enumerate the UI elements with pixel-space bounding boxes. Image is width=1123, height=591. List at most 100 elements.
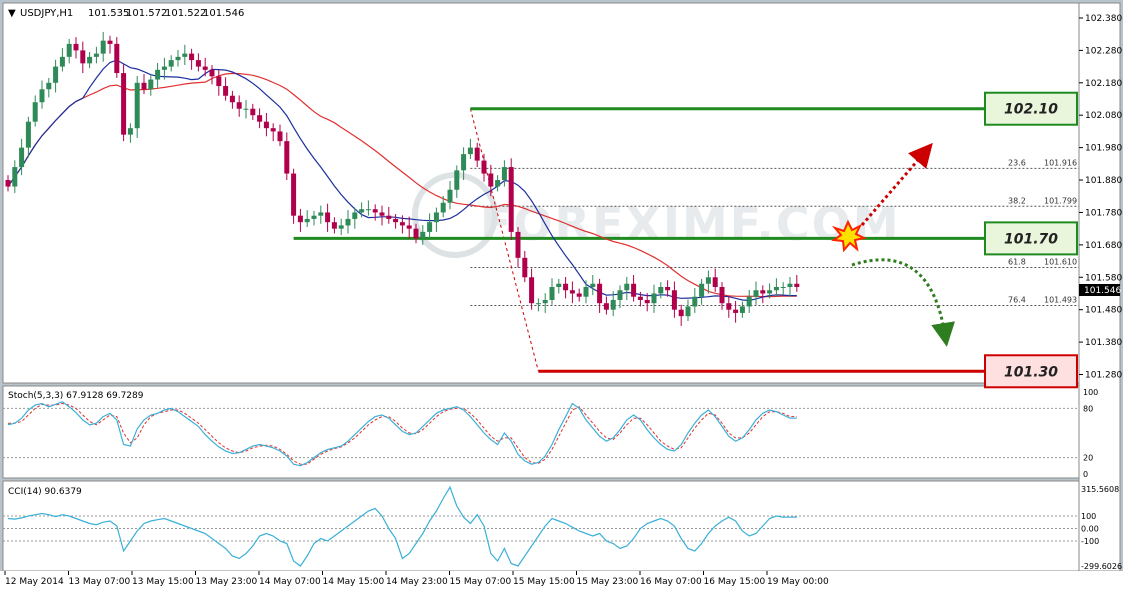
candle-body	[243, 108, 249, 110]
candle-body	[121, 73, 127, 135]
candle-body	[529, 277, 535, 304]
candle-body	[182, 53, 188, 57]
candle-body	[617, 290, 623, 300]
candle-body	[501, 167, 507, 181]
candle-body	[413, 228, 419, 239]
candle-body	[474, 147, 480, 161]
candle-body	[631, 283, 637, 297]
cci-indicator: 315.5608 100 0.00 -100 -299.6026	[3, 485, 1122, 571]
candle-body	[522, 257, 528, 278]
candle-body	[107, 40, 113, 44]
candle-body	[291, 173, 297, 216]
candle-body	[100, 40, 106, 54]
candle-body	[753, 290, 759, 297]
time-tick-label: 19 May 00:00	[767, 577, 829, 587]
stoch-main-line	[7, 401, 797, 467]
candle-body	[488, 173, 494, 187]
chart-menu-icon[interactable]: ▼	[8, 8, 16, 19]
level-box-support	[984, 221, 1078, 256]
candle-body	[250, 108, 256, 116]
candle-body	[236, 102, 242, 109]
candle-body	[372, 209, 378, 213]
candle-body	[59, 56, 65, 67]
candle-body	[46, 82, 52, 90]
fib-ratio-label: 76.4	[1008, 295, 1026, 304]
open-value: 101.535	[88, 8, 129, 19]
symbol-label: USDJPY,H1	[20, 8, 73, 19]
candle-body	[93, 53, 99, 57]
candle-body	[80, 50, 86, 64]
candle-body	[481, 160, 487, 174]
stoch-tick-label: 0	[1083, 470, 1088, 479]
candle-body	[352, 212, 358, 219]
cci-line	[7, 485, 797, 567]
breakout-burst-icon	[831, 219, 867, 253]
level-box-resistance	[984, 91, 1078, 126]
candle-body	[297, 215, 303, 223]
candle-body	[597, 283, 603, 304]
candle-body	[257, 115, 263, 122]
price-tick-label: 102.280	[1085, 46, 1122, 56]
candle-body	[535, 303, 541, 305]
candle-body	[569, 290, 575, 294]
candle-body	[767, 290, 773, 294]
cci-tick-label: -100	[1081, 537, 1099, 546]
time-tick-label: 14 May 15:00	[323, 577, 385, 587]
candle-body	[127, 128, 133, 135]
fib-ratio-label: 23.6	[1008, 158, 1026, 167]
candle-body	[379, 212, 385, 216]
bullish-breakout-arrow	[860, 142, 933, 226]
candle-body	[202, 66, 208, 70]
cci-tick-label: -299.6026	[1081, 562, 1122, 571]
candle-body	[590, 283, 596, 287]
time-tick-label: 13 May 07:00	[69, 577, 131, 587]
candle-body	[359, 209, 365, 213]
candle-body	[563, 283, 569, 291]
candle-body	[25, 121, 31, 148]
time-tick-label: 14 May 23:00	[386, 577, 448, 587]
candle-body	[223, 86, 229, 96]
candle-body	[556, 283, 562, 287]
time-tick-label: 13 May 15:00	[132, 577, 194, 587]
time-tick-label: 13 May 23:00	[196, 577, 258, 587]
candle-body	[53, 66, 59, 83]
level-label-support: 101.70	[1004, 231, 1058, 247]
candle-body	[216, 76, 222, 87]
candle-body	[393, 218, 399, 223]
candle-body	[495, 180, 501, 187]
candle-body	[189, 53, 195, 61]
low-value: 101.522	[165, 8, 206, 19]
candle-body	[270, 128, 276, 132]
candle-body	[168, 60, 174, 67]
candle-body	[705, 277, 711, 284]
candle-body	[5, 180, 11, 187]
candle-body	[787, 283, 793, 287]
candle-body	[739, 306, 745, 313]
price-tick-label: 101.780	[1085, 208, 1122, 218]
fibonacci-levels: 23.6 101.916 38.2 101.799 61.8 101.610 76.4 101…	[469, 108, 1079, 372]
cci-tick-label: 315.5608	[1081, 485, 1119, 494]
stoch-tick-label: 80	[1083, 404, 1093, 413]
price-tick-label: 101.580	[1085, 273, 1122, 283]
candle-body	[440, 202, 446, 213]
candle-body	[637, 296, 643, 300]
candle-body	[467, 147, 473, 155]
candle-body	[624, 283, 630, 291]
candle-body	[66, 43, 72, 57]
high-value: 101.572	[126, 8, 167, 19]
candle-body	[651, 293, 657, 304]
candle-body	[726, 303, 732, 310]
cci-tick-label: 100	[1081, 512, 1096, 521]
candle-body	[671, 290, 677, 310]
candle-body	[420, 231, 426, 239]
time-tick-label: 12 May 2014	[5, 577, 64, 587]
stoch-signal-line	[8, 402, 797, 465]
candle-body	[195, 60, 201, 67]
fib-ratio-label: 38.2	[1008, 196, 1026, 205]
candle-body	[87, 56, 93, 64]
time-tick-label: 15 May 23:00	[577, 577, 639, 587]
stochastic-indicator: 100 80 20 0	[3, 388, 1098, 479]
candle-body	[39, 89, 45, 103]
stoch-tick-label: 100	[1083, 388, 1098, 397]
